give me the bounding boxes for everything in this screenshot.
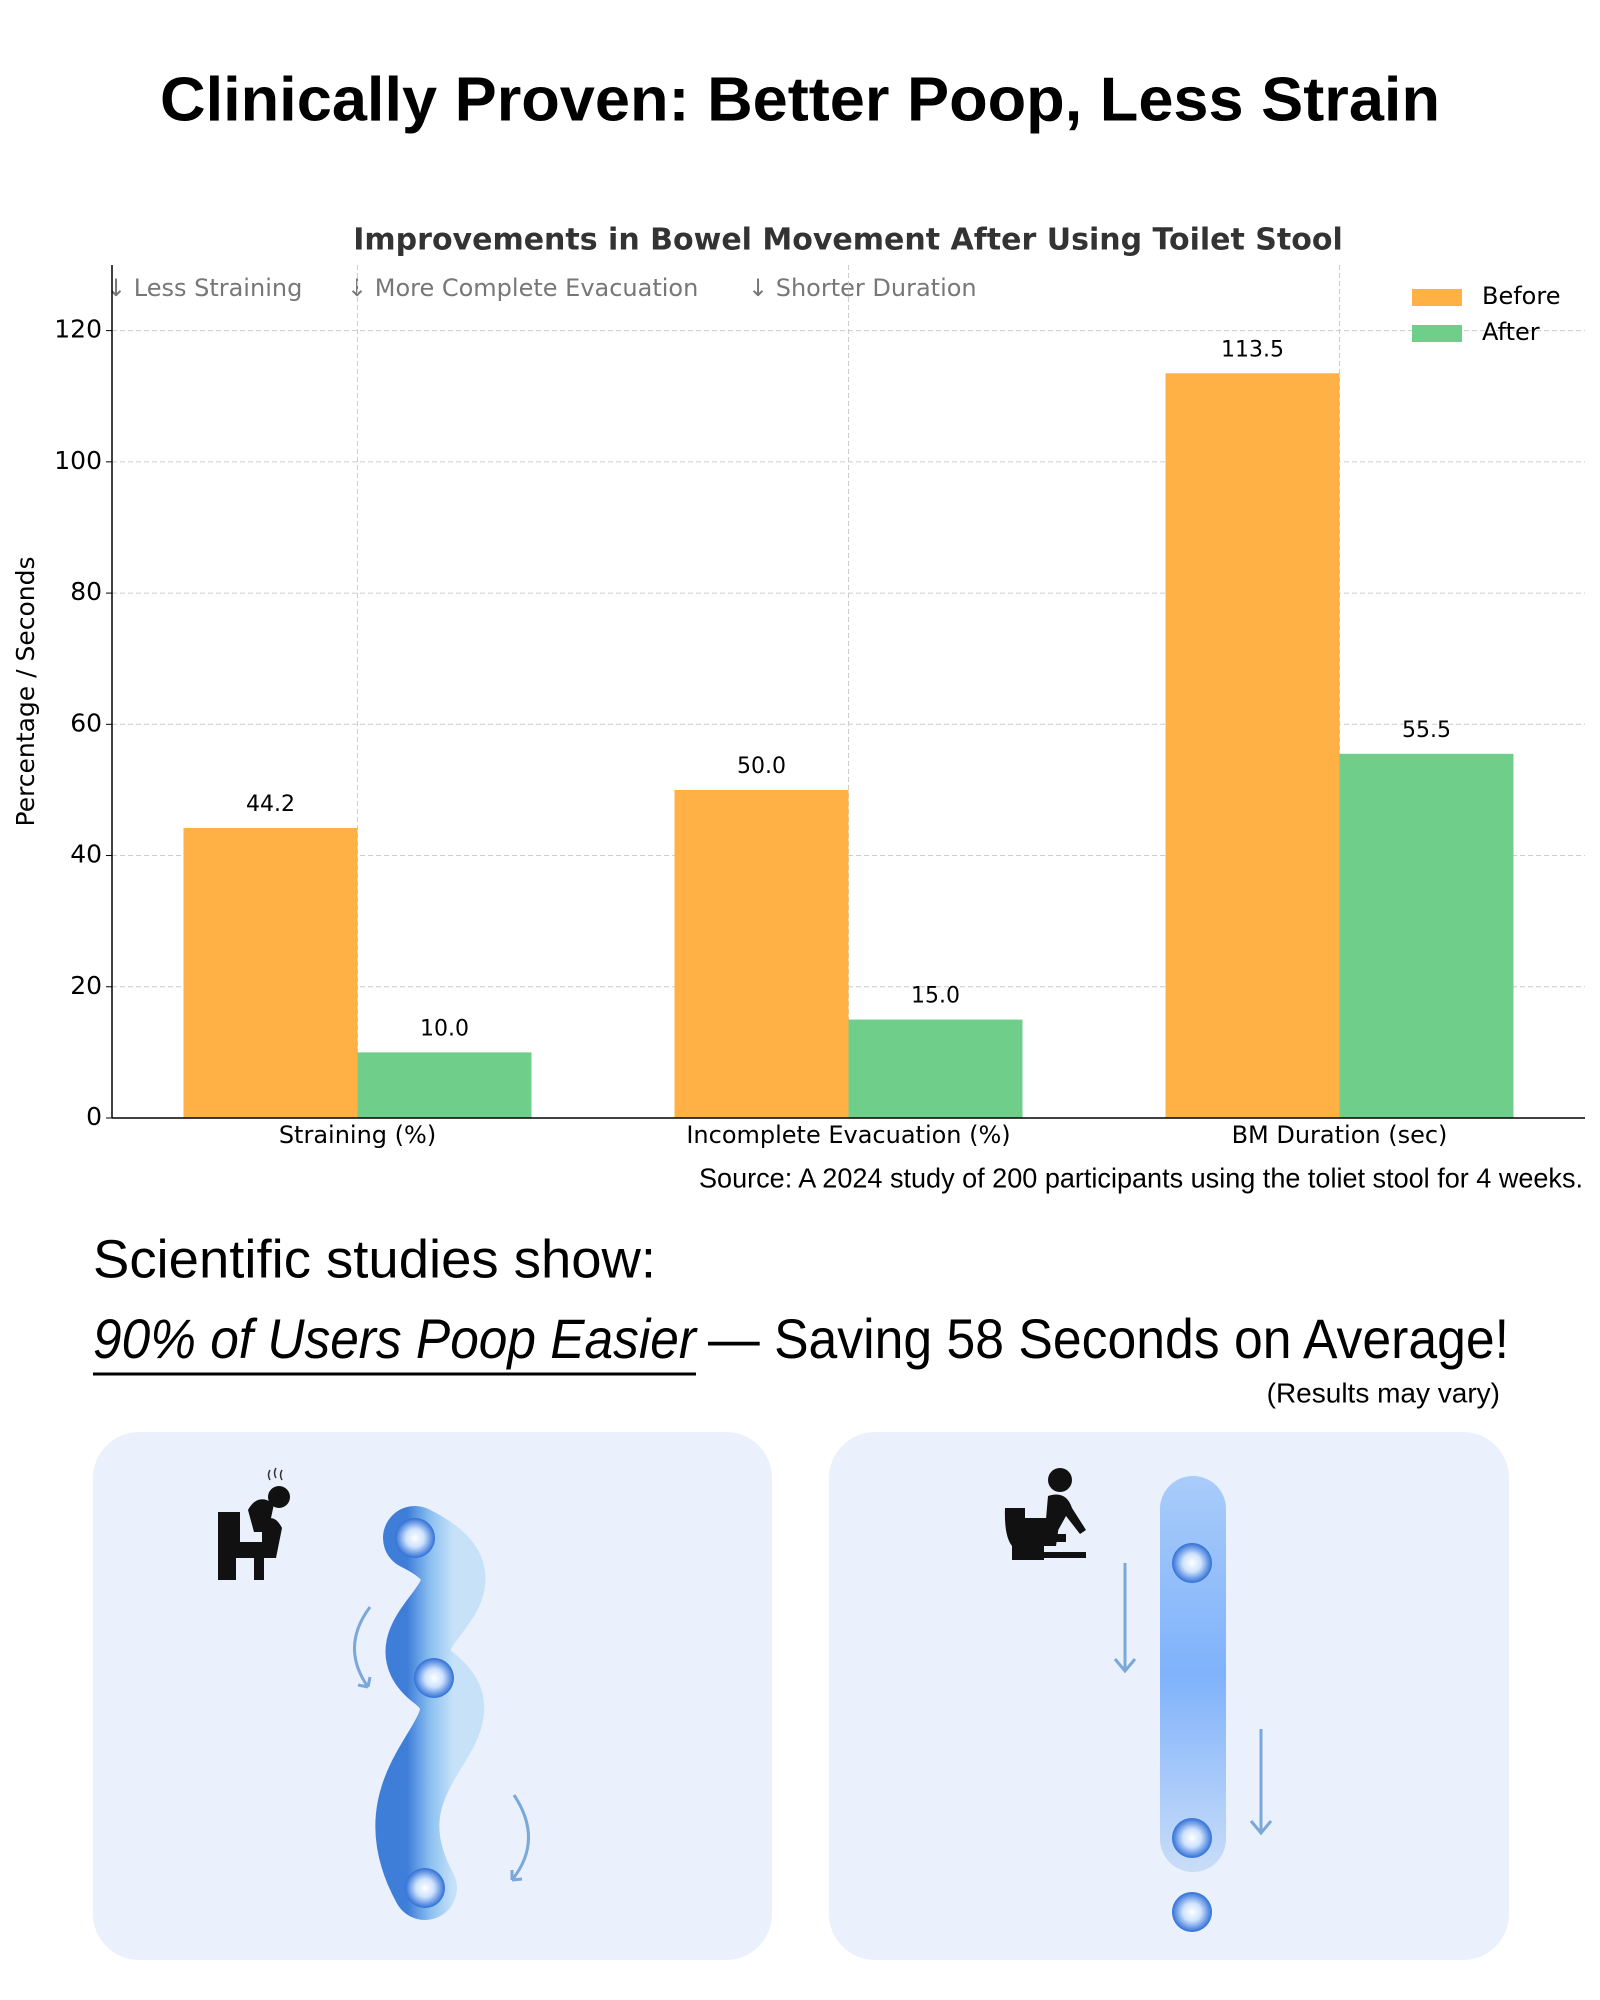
legend-label: After — [1482, 318, 1540, 346]
value-label: 15.0 — [911, 984, 960, 1009]
y-axis-label: Percentage / Seconds — [11, 557, 40, 827]
y-tick-label: 0 — [86, 1102, 102, 1131]
legend-swatch — [1412, 325, 1462, 342]
chart-title: Improvements in Bowel Movement After Usi… — [353, 223, 1343, 258]
y-tick-label: 40 — [70, 840, 102, 869]
bar — [848, 1019, 1023, 1118]
value-label: 55.5 — [1402, 718, 1451, 743]
bar — [357, 1052, 532, 1118]
arrow — [353, 1606, 372, 1689]
y-tick-label: 80 — [70, 577, 102, 606]
stool-ball — [414, 1658, 454, 1698]
y-tick-label: 60 — [70, 708, 102, 737]
stool-ball — [1172, 1818, 1212, 1858]
y-tick-label: 100 — [54, 446, 102, 475]
legend-swatch — [1412, 289, 1462, 306]
bar — [1165, 373, 1340, 1118]
annotation: ↓ Less Straining — [106, 274, 302, 302]
arrow — [510, 1794, 530, 1882]
value-label: 50.0 — [737, 754, 786, 779]
disclaimer: (Results may vary) — [1267, 1377, 1500, 1408]
value-label: 113.5 — [1221, 337, 1284, 362]
arrow — [1113, 1563, 1137, 1674]
squatting-icon — [1004, 1468, 1086, 1560]
bar — [1339, 753, 1514, 1118]
chart: Improvements in Bowel Movement After Usi… — [11, 223, 1585, 1193]
sitting-icon — [218, 1467, 290, 1580]
straight-colon — [1160, 1476, 1226, 1872]
bar — [674, 789, 849, 1118]
stool-ball — [1172, 1892, 1212, 1932]
value-label: 44.2 — [246, 792, 295, 817]
annotation: ↓ More Complete Evacuation — [347, 274, 698, 302]
value-label: 10.0 — [420, 1016, 469, 1041]
y-tick-label: 20 — [70, 971, 102, 1000]
legend-label: Before — [1482, 282, 1560, 310]
bar — [183, 827, 358, 1118]
annotation: ↓ Shorter Duration — [748, 274, 977, 302]
x-tick-label: BM Duration (sec) — [1232, 1121, 1448, 1149]
page-title: Clinically Proven: Better Poop, Less Str… — [160, 65, 1440, 134]
stool-ball — [405, 1868, 445, 1908]
x-tick-label: Straining (%) — [279, 1121, 436, 1149]
stool-ball — [1172, 1543, 1212, 1583]
arrow — [1249, 1729, 1273, 1836]
source-note: Source: A 2024 study of 200 participants… — [699, 1162, 1583, 1193]
x-tick-label: Incomplete Evacuation (%) — [686, 1121, 1010, 1149]
y-tick-label: 120 — [54, 315, 102, 344]
stool-ball — [395, 1518, 435, 1558]
claim-intro: Scientific studies show: — [93, 1229, 656, 1289]
claim-highlight: 90% of Users Poop Easier — [93, 1307, 698, 1370]
claim-rest: — Saving 58 Seconds on Average! — [708, 1307, 1509, 1370]
